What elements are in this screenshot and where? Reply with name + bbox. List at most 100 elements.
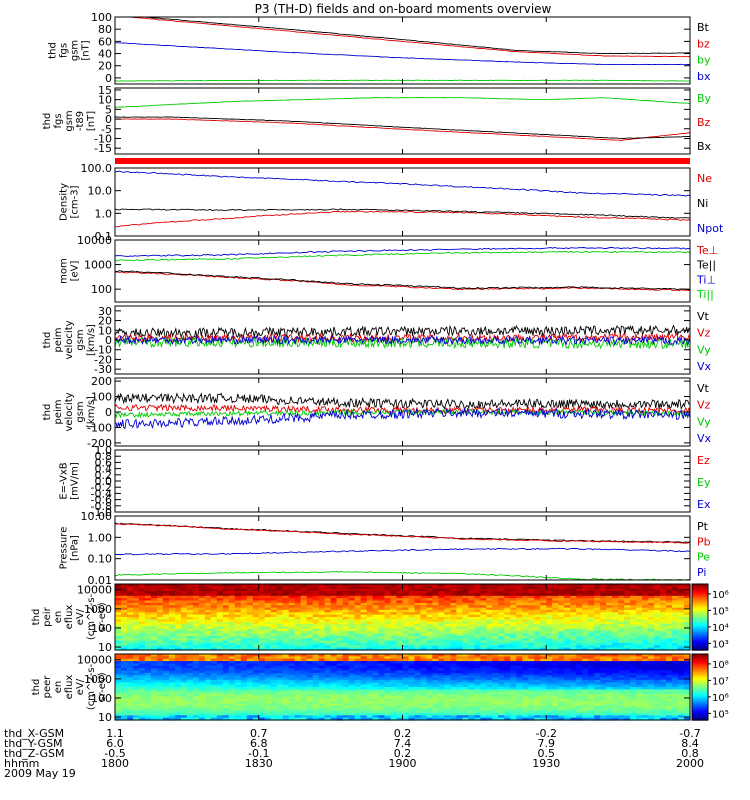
series-line-Vz [114, 403, 691, 415]
y-axis-label: Pressure [nPa] [59, 527, 81, 570]
legend-entry-Vt: Vt [697, 382, 710, 395]
y-tick-label: -30 [94, 363, 112, 376]
svg-text:en: en [53, 611, 64, 624]
y-tick-label: 1000 [84, 259, 112, 272]
y-tick-label: 200 [91, 375, 112, 388]
y-tick-label: 0.8 [95, 450, 113, 463]
svg-text:[mV/m]: [mV/m] [70, 462, 81, 500]
x-row-value: -0.2 [536, 727, 557, 740]
svg-text:E=-VxB: E=-VxB [59, 462, 70, 499]
y-tick-label: 1.00 [88, 531, 113, 544]
y-tick-label: 15 [98, 84, 112, 97]
legend-entry-Pe: Pe [697, 551, 710, 564]
y-tick-label: 100 [91, 11, 112, 24]
x-row-value: 8.4 [681, 737, 699, 750]
svg-text:Pressure: Pressure [59, 527, 70, 570]
y-tick-label: 20 [98, 60, 112, 73]
y-tick-label: 40 [98, 48, 112, 61]
legend-entry-Ti||: Ti|| [696, 288, 714, 301]
y-tick-label: 1000 [84, 603, 112, 616]
panel-frame [114, 239, 691, 303]
y-tick-label: -1.0 [91, 506, 112, 519]
legend-entry-bz: bz [697, 37, 710, 50]
svg-text:(cm^2-s-: (cm^2-s- [86, 593, 97, 640]
legend-entry-By: By [697, 92, 712, 105]
colorbar-tick-label: 10³ [712, 639, 729, 650]
x-row-label: thd_Y-GSM [4, 737, 63, 750]
y-tick-label: 10000 [77, 234, 112, 247]
x-row-value: 7.4 [394, 737, 412, 750]
svg-text:[eV]: [eV] [70, 261, 81, 282]
y-tick-label: 10 [98, 324, 112, 337]
x-row-value: 0.2 [394, 747, 412, 760]
panel-6: -200 -100 0 100 200 thd peim velocity gsm [km/s] V… [42, 375, 712, 450]
panel-frame [114, 515, 691, 581]
y-tick-label: 0.6 [95, 456, 113, 469]
x-axis-annotation: thd_X-GSM 1.1 0.7 0.2 -0.2 -0.7 thd_Y-GSM 6.0 6.… [4, 727, 704, 780]
legend-entry-by: by [697, 54, 711, 67]
svg-text:[nT]: [nT] [86, 111, 97, 131]
legend-entry-Bx: Bx [697, 140, 712, 153]
svg-text:-t89: -t89 [75, 111, 86, 131]
x-row-value: 1930 [532, 757, 560, 770]
series-line-Bz [114, 118, 691, 141]
legend-entry-Te||: Te|| [696, 259, 716, 272]
legend-entry-Vy: Vy [697, 415, 711, 428]
x-row-value: 6.0 [106, 737, 124, 750]
series-line-Vy [114, 335, 691, 350]
spectrogram [115, 654, 691, 721]
svg-text:fgs: fgs [53, 113, 64, 128]
legend-entry-bx: bx [697, 70, 711, 83]
y-tick-label: 0.1 [95, 230, 113, 243]
colorbar-tick-label: 10⁶ [712, 693, 729, 704]
series-line-Pe [114, 571, 690, 581]
y-axis-label: thd fgs gsm [nT] [48, 40, 92, 61]
series-line-Pt [114, 522, 691, 543]
legend: Bt bz by bx [697, 21, 711, 83]
legend-entry-Pb: Pb [697, 535, 711, 548]
panel-frame [114, 449, 691, 513]
legend-entry-Vy: Vy [697, 343, 711, 356]
svg-text:velocity: velocity [64, 320, 75, 359]
y-tick-label: 10 [98, 711, 112, 724]
figure-title: P3 (TH-D) fields and on-board moments ov… [255, 2, 552, 16]
y-tick-label: 0 [105, 72, 112, 85]
legend-entry-Ey: Ey [697, 476, 711, 489]
colorbar-tick-label: 10⁴ [712, 623, 729, 634]
series-line-Vx [114, 334, 691, 346]
y-tick-label: 10 [98, 94, 112, 107]
date-label: 2009 May 19 [4, 767, 76, 780]
y-tick-label: -5 [101, 123, 112, 136]
svg-text:gsm: gsm [64, 110, 75, 131]
legend-entry-Ez: Ez [697, 454, 710, 467]
y-tick-label: 100 [91, 622, 112, 635]
y-tick-label: 0.4 [95, 463, 113, 476]
x-row-value: 1800 [101, 757, 129, 770]
series-line-Vt [114, 324, 691, 340]
svg-text:thd: thd [31, 609, 42, 626]
x-row-label: thd_X-GSM [4, 727, 64, 740]
x-row-label: thd_Z-GSM [4, 747, 64, 760]
y-tick-label: -10 [94, 132, 112, 145]
series-line-Ti⊥ [114, 247, 691, 257]
series-line-Ne [114, 210, 691, 228]
svg-text:sr-eV): sr-eV) [97, 602, 108, 631]
y-tick-label: 1.0 [95, 207, 113, 220]
y-tick-label: -100 [87, 421, 112, 434]
y-tick-label: -200 [87, 437, 112, 450]
y-axis-label: mom [eV] [59, 258, 81, 284]
y-tick-label: 0.0 [95, 475, 113, 488]
y-axis-label: thd peim velocity gsm [km/s] [42, 320, 97, 359]
quality-bar [115, 158, 690, 164]
svg-text:mom: mom [59, 258, 70, 284]
legend: Vt Vz Vy Vx [697, 310, 712, 373]
y-tick-label: -0.8 [91, 500, 112, 513]
svg-text:[nT]: [nT] [81, 40, 92, 60]
y-tick-label: 100 [91, 692, 112, 705]
y-axis-label: E=-VxB [mV/m] [59, 462, 81, 500]
y-axis-label: thd fgs gsm -t89 [nT] [42, 110, 97, 131]
svg-text:[km/s]: [km/s] [86, 324, 97, 356]
colorbar-tick-label: 10⁶ [712, 590, 729, 601]
